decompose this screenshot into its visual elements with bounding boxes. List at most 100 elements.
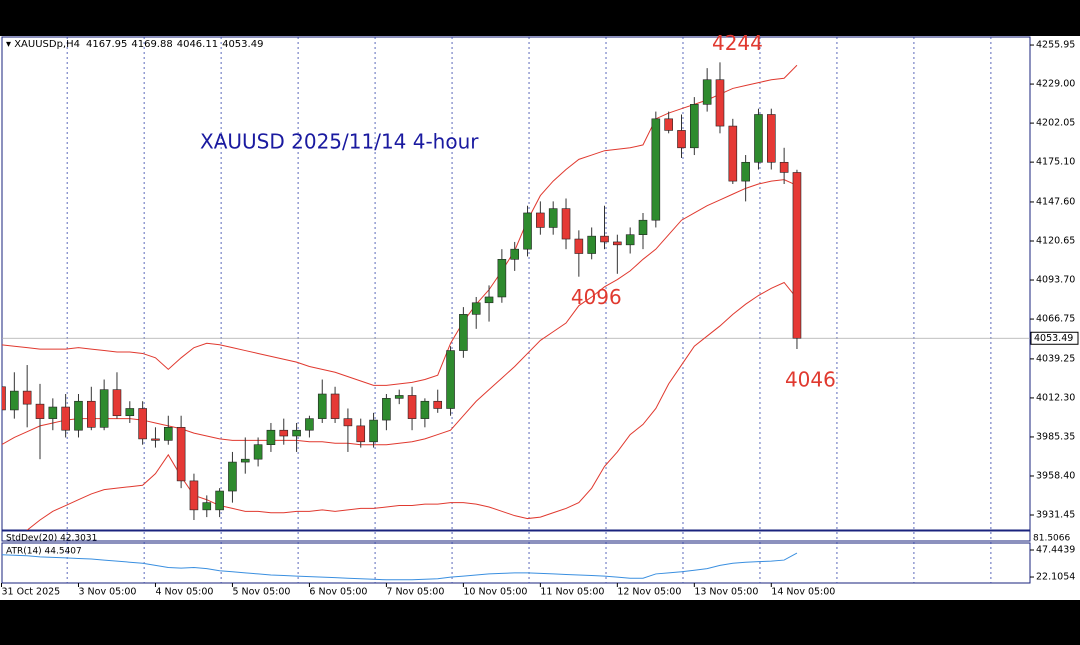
y-tick-label: 4012.30 [1036, 392, 1075, 403]
y-tick-label: 4120.65 [1036, 235, 1075, 246]
y-tick-label: 4066.75 [1036, 314, 1075, 325]
candle-body [112, 389, 122, 417]
x-tick-label: 14 Nov 05:00 [771, 587, 835, 598]
main-frame [1, 36, 1031, 531]
candle-body [523, 212, 532, 250]
atr-label: ATR(14) 44.5407 [6, 547, 82, 557]
candle-body [702, 79, 712, 105]
open-value: 4167.95 [86, 39, 127, 50]
candle-body [266, 429, 276, 445]
x-tick-label: 4 Nov 05:00 [155, 587, 213, 598]
band-line [2, 179, 798, 446]
y-tick-label: 3958.40 [1036, 470, 1075, 481]
candle-body [420, 400, 430, 419]
band-line [2, 64, 798, 386]
candle-body [228, 461, 237, 492]
candle-body [189, 480, 199, 511]
candle-body [715, 79, 725, 127]
candle-body [163, 427, 173, 441]
x-tick-label: 5 Nov 05:00 [232, 587, 290, 598]
y2-tick-label: 47.4439 [1036, 544, 1075, 555]
candle-body [48, 406, 58, 419]
high-value: 4169.88 [131, 39, 172, 50]
candle-body [561, 208, 571, 240]
candle-body [330, 393, 340, 419]
x-tick-label: 3 Nov 05:00 [78, 587, 136, 598]
y-tick-label: 4093.70 [1036, 275, 1075, 286]
candle-body [292, 429, 301, 437]
candle-body [61, 406, 70, 431]
x-tick-label: 13 Nov 05:00 [694, 587, 758, 598]
candle-body [305, 418, 314, 431]
candle-body [497, 259, 507, 298]
x-tick-label: 31 Oct 2025 [2, 587, 61, 598]
stddev-frame [1, 530, 1031, 542]
candle-body [125, 408, 135, 417]
candle-body [138, 408, 147, 440]
candle-body [779, 161, 789, 173]
candle-body [253, 444, 263, 460]
band-line [26, 281, 798, 530]
low-value: 4046.11 [177, 39, 218, 50]
candle-body [677, 130, 686, 149]
candle-body [510, 248, 520, 260]
x-tick-label: 10 Nov 05:00 [463, 587, 527, 598]
candle-body [240, 458, 250, 463]
annotation: 4046 [785, 367, 836, 391]
candle-body [792, 172, 802, 339]
symbol: ▾ [6, 39, 14, 50]
candle-body [317, 393, 327, 419]
candle-body [600, 235, 609, 243]
candle-body [407, 395, 417, 419]
candle-body [587, 235, 596, 254]
y2-tick-label: 22.1054 [1036, 572, 1075, 583]
candle-body [446, 350, 455, 409]
price-label-box [1030, 331, 1079, 345]
annotation: 4244 [712, 31, 763, 55]
stddev-label: StdDev(20) 42.3031 [6, 534, 97, 544]
candle-body [74, 400, 83, 431]
atr-line [2, 552, 798, 581]
header: ▾ XAUUSDp,H4 4167.95 4169.88 4046.11 4053.49 [6, 39, 263, 50]
candle-body [35, 403, 45, 419]
candle-body [215, 490, 224, 511]
chart-title: XAUUSD 2025/11/14 4-hour [200, 130, 479, 154]
candle-body [625, 234, 635, 246]
x-tick-label: 6 Nov 05:00 [309, 587, 367, 598]
candle-body [369, 419, 378, 443]
candle-body [99, 389, 109, 428]
candle-body [728, 125, 738, 182]
y-tick-label: 4229.00 [1036, 79, 1075, 90]
candle-body [690, 104, 699, 149]
y-tick-label: 4202.05 [1036, 118, 1075, 129]
price-label: 4053.49 [1034, 333, 1073, 344]
candle-body [459, 314, 468, 351]
annotation: 4096 [571, 285, 622, 309]
y-tick-label: 4255.95 [1036, 40, 1075, 51]
stddev-tick: 81.5066 [1033, 534, 1070, 544]
y-tick-label: 3985.35 [1036, 431, 1075, 442]
x-tick-label: 12 Nov 05:00 [617, 587, 681, 598]
candle-body [574, 238, 584, 254]
candle-body [176, 427, 186, 482]
close-value: 4053.49 [222, 39, 263, 50]
candle-body [741, 161, 750, 182]
candle-body [638, 219, 648, 235]
atr-frame [1, 542, 1031, 584]
chart-background [0, 36, 1080, 600]
y-tick-label: 3931.45 [1036, 510, 1075, 521]
symbol: XAUUSDp,H4 [14, 39, 80, 50]
candle-body [433, 400, 443, 409]
y-tick-label: 4175.10 [1036, 157, 1075, 168]
x-tick-label: 11 Nov 05:00 [540, 587, 604, 598]
x-tick-label: 7 Nov 05:00 [386, 587, 444, 598]
candle-body [484, 296, 494, 304]
candle-body [2, 386, 6, 411]
candle-body [151, 438, 160, 441]
candle-body [343, 418, 353, 427]
candle-body [664, 118, 673, 131]
candle-body [766, 114, 776, 163]
candle-body [394, 395, 404, 399]
